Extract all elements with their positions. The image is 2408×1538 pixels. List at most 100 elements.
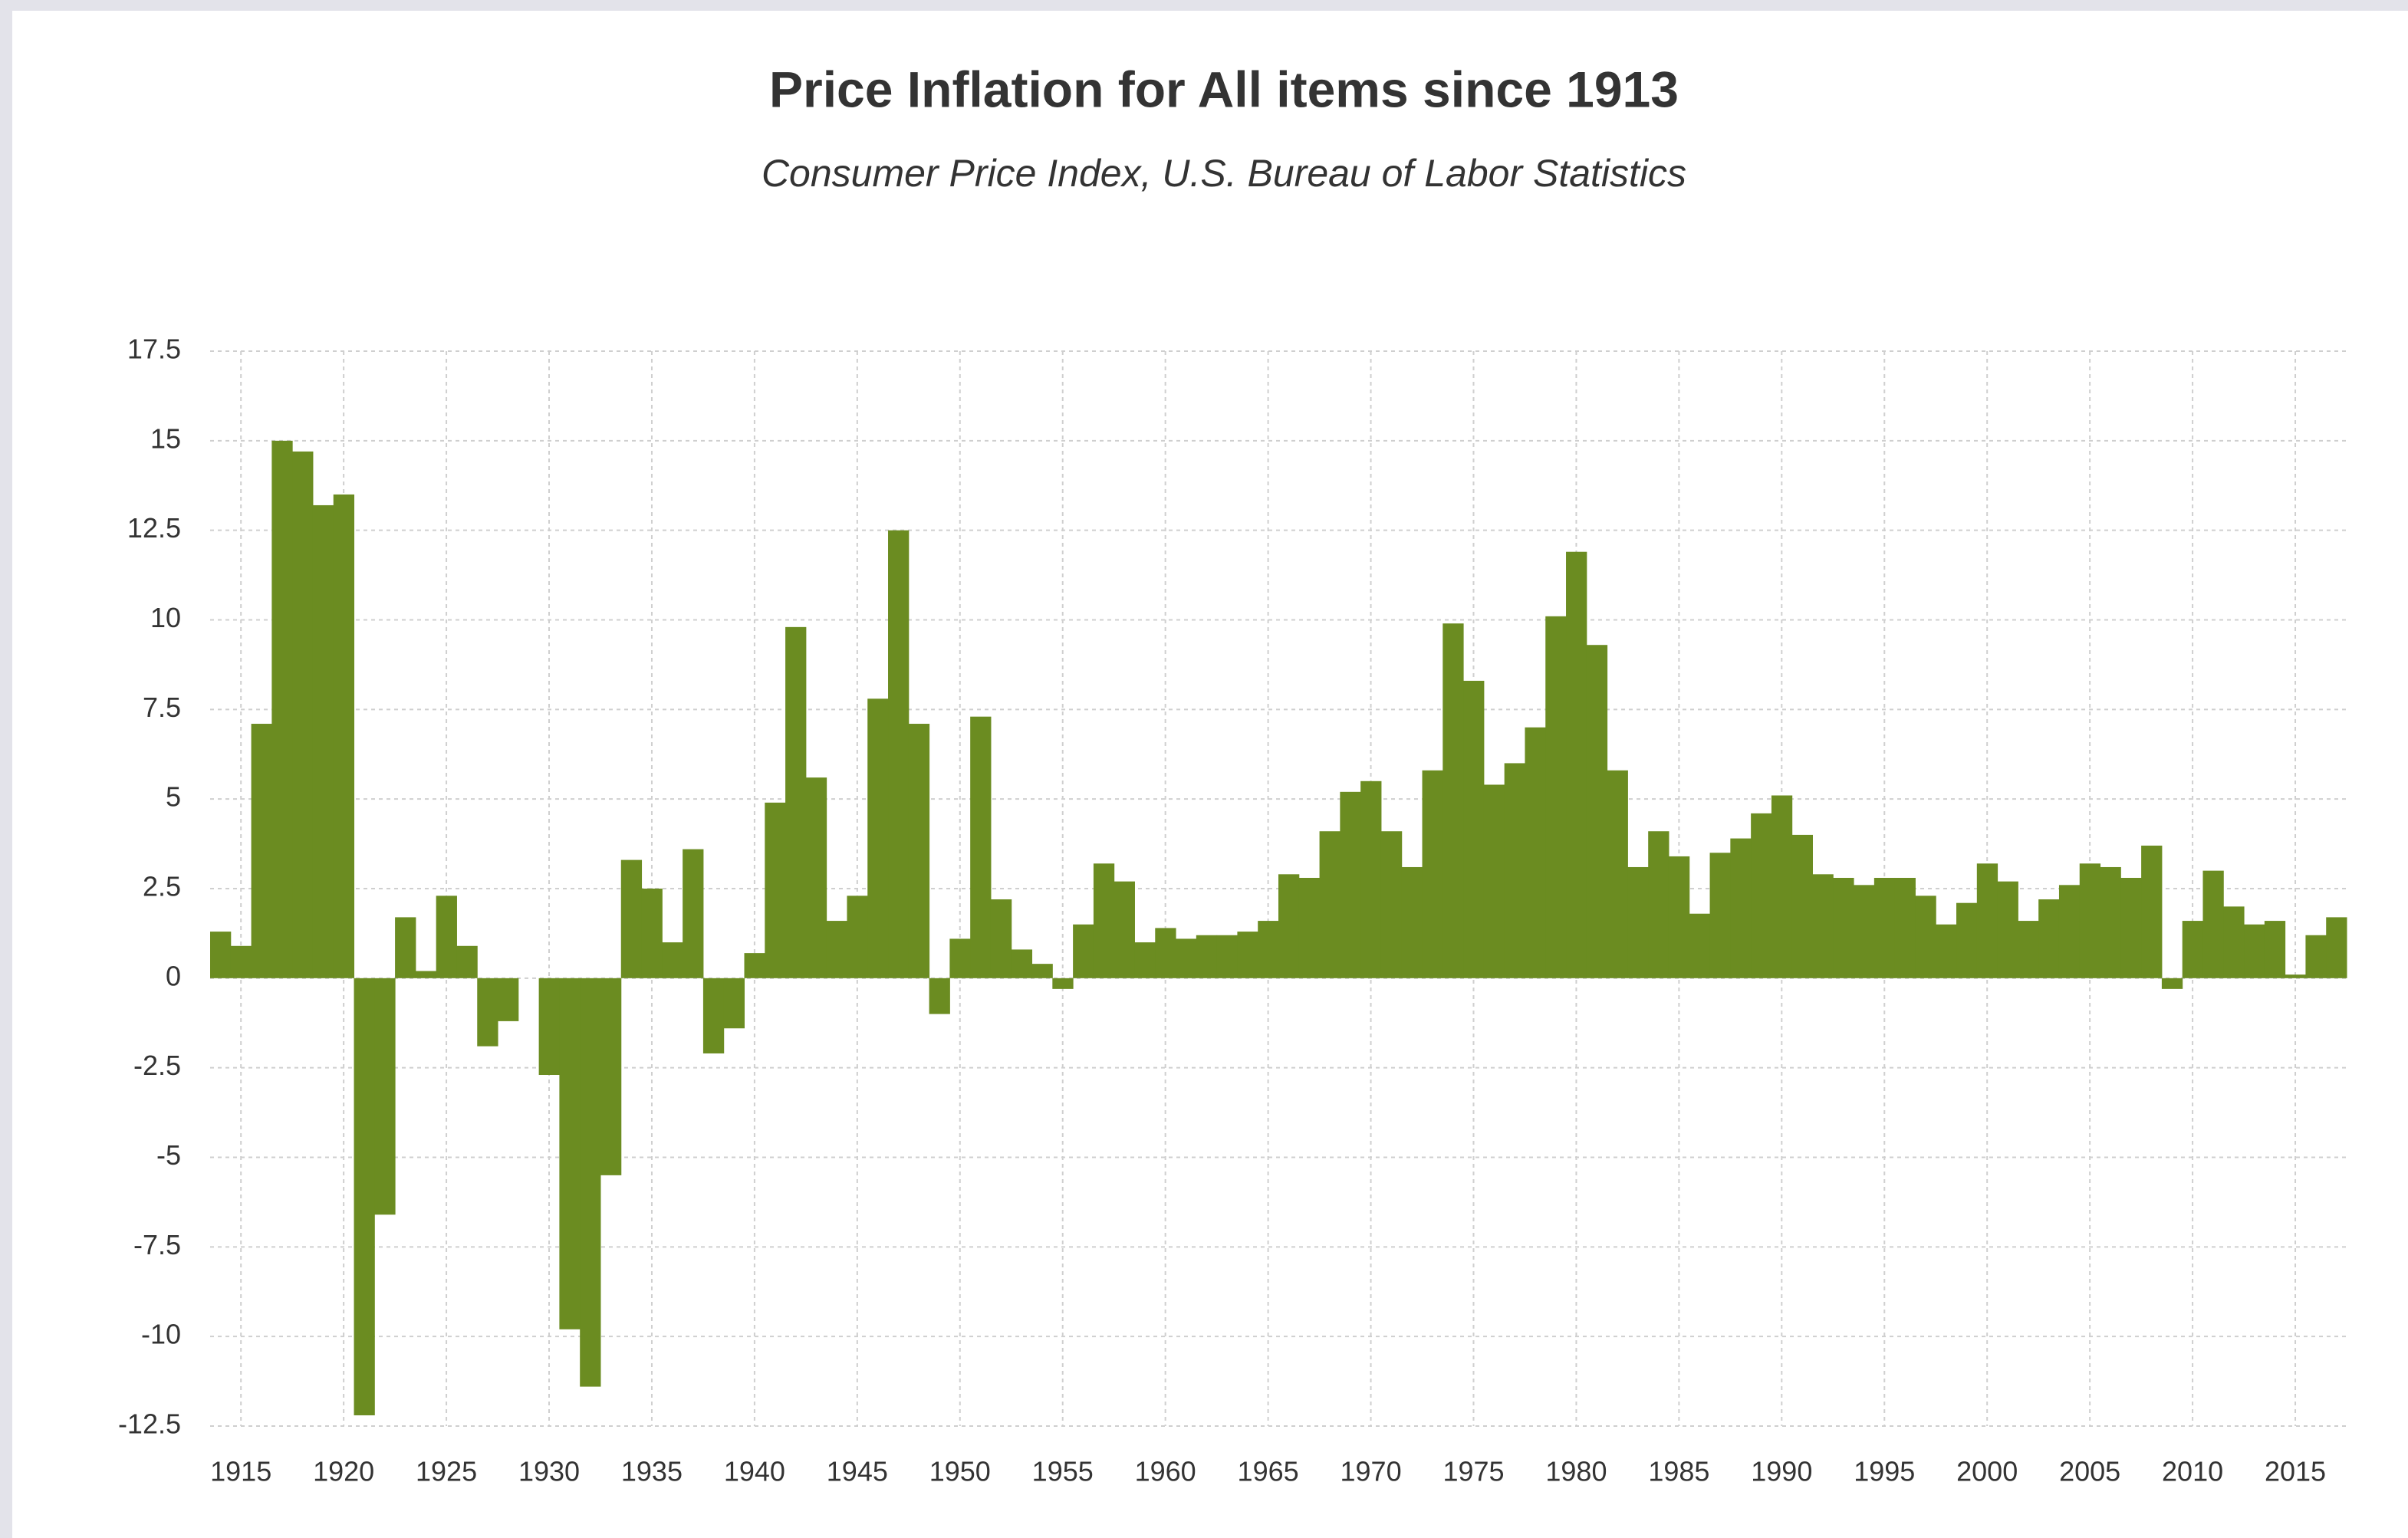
bar (559, 978, 581, 1329)
x-tick-label: 1945 (827, 1456, 888, 1487)
bar (1812, 874, 1834, 978)
bar (1401, 866, 1423, 978)
bar (1319, 831, 1341, 978)
bar (2161, 978, 2183, 989)
bar (538, 978, 560, 1076)
bar (2100, 866, 2121, 978)
y-tick-label: -5 (156, 1139, 181, 1171)
bar (702, 978, 725, 1053)
bar (374, 978, 396, 1215)
bar (1566, 551, 1587, 978)
bar (1442, 623, 1464, 978)
x-tick-label: 2010 (2162, 1456, 2223, 1487)
bar (2058, 885, 2081, 978)
bar (1237, 932, 1258, 978)
bar (2018, 921, 2039, 978)
bar (1134, 942, 1156, 978)
bar (1648, 831, 1669, 978)
bar (580, 978, 601, 1387)
bar (1176, 938, 1197, 978)
bar (641, 889, 663, 978)
chart-title: Price Inflation for All items since 1913 (769, 61, 1679, 117)
bar (826, 921, 847, 978)
y-tick-label: -12.5 (118, 1408, 181, 1440)
bar (1052, 978, 1074, 989)
y-tick-label: 5 (166, 781, 181, 813)
x-tick-label: 1940 (724, 1456, 785, 1487)
bar (1751, 813, 1772, 978)
bar (785, 626, 807, 978)
bar (805, 777, 827, 978)
bar (436, 896, 457, 978)
x-tick-label: 2000 (1956, 1456, 2018, 1487)
bar (1114, 881, 1135, 978)
bar (1463, 680, 1485, 978)
bar (929, 978, 950, 1014)
bar (2202, 870, 2224, 978)
x-tick-label: 1980 (1545, 1456, 1607, 1487)
bar (498, 978, 519, 1021)
chart-subtitle: Consumer Price Index, U.S. Bureau of Lab… (762, 152, 1686, 195)
y-tick-label: 0 (166, 960, 181, 991)
bar (2244, 924, 2265, 978)
bar (1298, 877, 1321, 978)
bar (1730, 838, 1752, 978)
bar (1833, 877, 1854, 978)
bar (949, 938, 971, 978)
bar (2264, 921, 2286, 978)
bar (1360, 781, 1382, 978)
bar (2305, 935, 2327, 978)
bar (2120, 877, 2142, 978)
x-tick-label: 1975 (1442, 1456, 1504, 1487)
x-tick-label: 1950 (929, 1456, 991, 1487)
x-tick-label: 1970 (1341, 1456, 1402, 1487)
bar (1791, 834, 1813, 978)
x-tick-label: 1985 (1648, 1456, 1709, 1487)
bar (456, 945, 478, 978)
bar (888, 530, 910, 978)
x-tick-label: 1915 (210, 1456, 271, 1487)
y-tick-label: -7.5 (133, 1229, 181, 1260)
bar (683, 849, 704, 978)
bar (662, 942, 683, 978)
bar (1422, 770, 1443, 978)
bar (1504, 763, 1525, 978)
bar (1031, 964, 1053, 978)
bar (1093, 863, 1115, 978)
bar (1258, 921, 1279, 978)
bar (1607, 770, 1628, 978)
y-tick-label: -10 (141, 1319, 181, 1350)
bar (2038, 899, 2060, 978)
bar (2141, 845, 2163, 978)
x-tick-label: 1955 (1032, 1456, 1094, 1487)
bar (765, 802, 786, 978)
x-tick-label: 1930 (518, 1456, 580, 1487)
bar (1483, 784, 1505, 978)
bar (1709, 853, 1731, 978)
bar (477, 978, 498, 1047)
bar (354, 978, 375, 1415)
bar (2326, 917, 2347, 978)
bar (1525, 727, 1546, 978)
bar (1155, 928, 1176, 978)
y-tick-label: 12.5 (127, 512, 181, 544)
bar (1216, 935, 1238, 978)
bar (1936, 924, 1957, 978)
x-tick-label: 1920 (313, 1456, 374, 1487)
bar (620, 859, 643, 978)
bar (867, 698, 889, 978)
bar (1894, 877, 1916, 978)
bar (1915, 896, 1936, 978)
bar (723, 978, 745, 1029)
bar (271, 440, 293, 978)
bar (1956, 902, 1978, 978)
bar (1278, 874, 1300, 978)
bar (312, 504, 334, 978)
x-tick-label: 1990 (1751, 1456, 1812, 1487)
bar (292, 451, 314, 978)
bar (1997, 881, 2018, 978)
y-tick-label: -2.5 (133, 1050, 181, 1081)
bar (2182, 921, 2203, 978)
